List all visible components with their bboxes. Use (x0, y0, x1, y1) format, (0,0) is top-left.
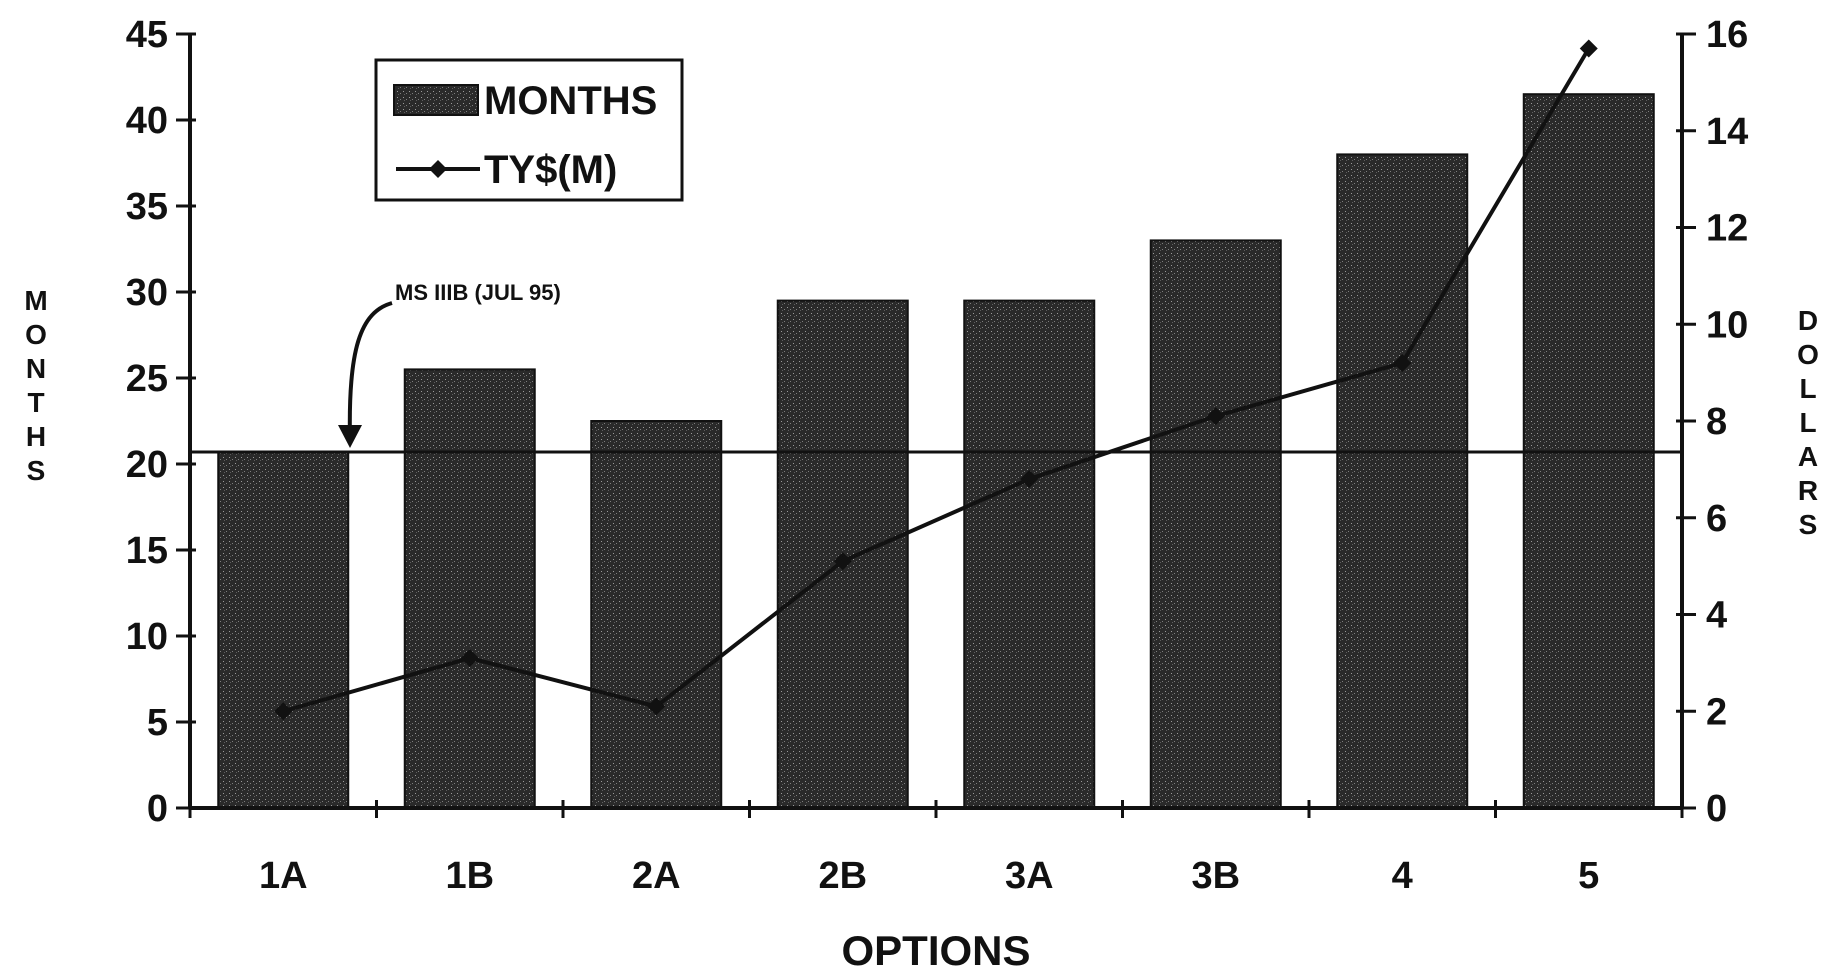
x-tick-label-2B: 2B (818, 855, 867, 897)
legend-label-dollars: TY$(M) (484, 148, 617, 192)
right-tick-label-2: 2 (1706, 691, 1727, 733)
reference-arrow (347, 301, 393, 441)
left-tick-label-10: 10 (126, 616, 168, 658)
reference-line-layer: MS IIIB (JUL 95) (190, 280, 1682, 454)
right-tick-label-0: 0 (1706, 788, 1727, 830)
bar-3A (963, 299, 1096, 809)
y2-axis-title-letter: L (1799, 407, 1816, 438)
legend-swatch-months (393, 84, 479, 116)
legend-swatch-marker (429, 160, 447, 178)
right-tick-label-16: 16 (1706, 14, 1748, 56)
x-axis-title: OPTIONS (841, 927, 1030, 970)
line-point-1A (274, 702, 293, 721)
line-point-1B (460, 649, 479, 668)
left-tick-label-0: 0 (147, 788, 168, 830)
legend: MONTHS TY$(M) (374, 58, 684, 202)
y-axis-title-letter: N (26, 353, 46, 384)
right-tick-label-6: 6 (1706, 498, 1727, 540)
line-series-path (282, 47, 1591, 714)
bar-1B (403, 368, 536, 809)
line-point-3A (1020, 470, 1039, 489)
bar-2A (590, 420, 723, 809)
right-tick-label-10: 10 (1706, 304, 1748, 346)
y2-axis-title-letter: A (1798, 441, 1818, 472)
left-tick-label-35: 35 (126, 186, 168, 228)
y2-axis-title-letter: O (1797, 339, 1819, 370)
y2-axis-title-letter: L (1799, 373, 1816, 404)
right-tick-label-8: 8 (1706, 401, 1727, 443)
x-tick-label-3A: 3A (1005, 855, 1054, 897)
line-point-2A (647, 697, 666, 716)
bar-1A (217, 450, 350, 809)
legend-box (374, 58, 684, 202)
right-tick-label-12: 12 (1706, 208, 1748, 250)
y2-axis-title-letter: D (1798, 305, 1818, 336)
line-series-layer (274, 39, 1598, 721)
left-tick-label-40: 40 (126, 100, 168, 142)
line-point-5 (1579, 39, 1598, 58)
x-tick-label-1A: 1A (259, 855, 308, 897)
x-tick-label-5: 5 (1578, 855, 1599, 897)
line-point-3B (1206, 407, 1225, 426)
reference-arrowhead (338, 425, 362, 448)
y-axis-title: MONTHS (24, 285, 47, 486)
reference-line-label: MS IIIB (JUL 95) (395, 280, 561, 305)
line-point-4 (1393, 353, 1412, 372)
left-tick-label-25: 25 (126, 358, 168, 400)
y-axis-title-letter: T (27, 387, 44, 418)
y-axis-title-letter: S (27, 455, 46, 486)
right-tick-label-4: 4 (1706, 595, 1727, 637)
bar-3B (1149, 239, 1282, 809)
x-tick-label-2A: 2A (632, 855, 681, 897)
bars-layer (217, 93, 1655, 809)
legend-label-months: MONTHS (484, 79, 657, 123)
left-tick-label-20: 20 (126, 444, 168, 486)
x-tick-label-3B: 3B (1191, 855, 1240, 897)
x-tick-label-4: 4 (1392, 855, 1413, 897)
bar-4 (1336, 153, 1469, 809)
left-tick-label-30: 30 (126, 272, 168, 314)
y2-axis-title-letter: S (1799, 509, 1818, 540)
y-axis-title-letter: O (25, 319, 47, 350)
left-tick-label-45: 45 (126, 14, 168, 56)
right-tick-label-14: 14 (1706, 111, 1748, 153)
line-point-2B (833, 552, 852, 571)
y-axis-title-letter: M (24, 285, 47, 316)
y-axis-title-letter: H (26, 421, 46, 452)
y2-axis-title-letter: R (1798, 475, 1818, 506)
x-tick-label-1B: 1B (445, 855, 494, 897)
left-tick-label-5: 5 (147, 702, 168, 744)
left-tick-label-15: 15 (126, 530, 168, 572)
